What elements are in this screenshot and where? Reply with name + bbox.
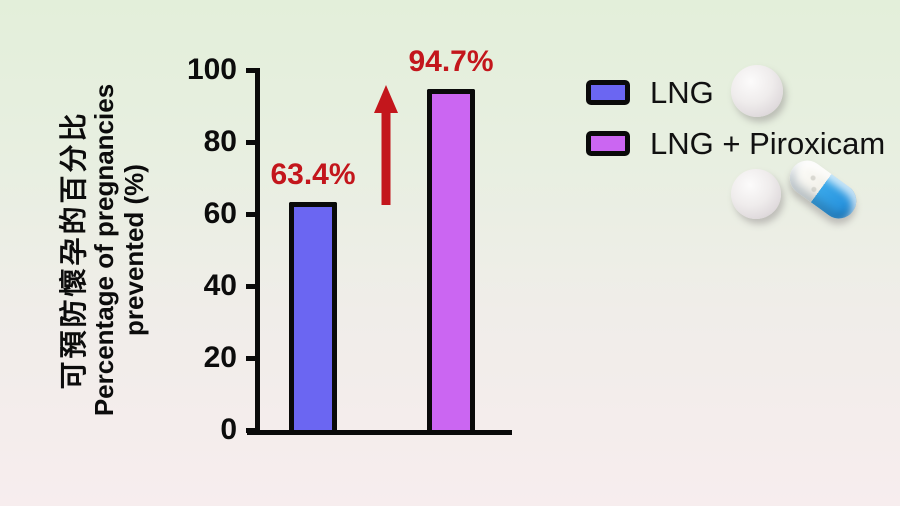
bar-value-label-lng-piroxicam: 94.7% [408, 45, 494, 79]
plot-area: 0 20 40 60 80 100 63.4% [187, 45, 512, 446]
legend-label-lng-piroxicam: LNG + Piroxicam [650, 125, 886, 161]
y-axis-title-chinese: 可預防懷孕的百分比 [58, 110, 90, 390]
legend-swatch-lng [586, 80, 630, 105]
y-axis-line [255, 68, 260, 430]
y-tick-mark [246, 67, 260, 73]
y-tick-mark [246, 139, 260, 145]
y-tick-mark [246, 355, 260, 361]
y-tick-mark [246, 211, 260, 217]
bar-value-label-lng: 63.4% [270, 157, 356, 191]
bar-lng-piroxicam [427, 89, 475, 430]
y-tick-label: 80 [203, 125, 237, 158]
round-pill-icon [731, 65, 783, 117]
y-tick-label: 0 [220, 413, 237, 446]
y-tick-label: 100 [186, 53, 237, 86]
round-pill-icon [731, 169, 781, 219]
bar-lng [289, 201, 337, 430]
increase-arrow-icon [374, 85, 398, 205]
legend-swatch-lng-piroxicam [586, 131, 630, 156]
legend-item-lng-piroxicam: LNG + Piroxicam [586, 126, 885, 161]
y-axis-title: 可預防懷孕的百分比 Percentage of pregnancies prev… [58, 30, 150, 470]
legend: LNG LNG + Piroxicam [586, 75, 885, 182]
x-axis-line [247, 430, 512, 435]
legend-item-lng: LNG [586, 75, 885, 110]
y-tick-label: 20 [203, 341, 237, 374]
y-tick-mark [246, 427, 260, 433]
y-tick-label: 40 [203, 269, 237, 302]
y-axis-title-english: Percentage of pregnancies prevented (%) [89, 83, 150, 417]
y-tick-mark [246, 283, 260, 289]
legend-label-lng: LNG [650, 74, 714, 110]
y-tick-label: 60 [203, 197, 237, 230]
